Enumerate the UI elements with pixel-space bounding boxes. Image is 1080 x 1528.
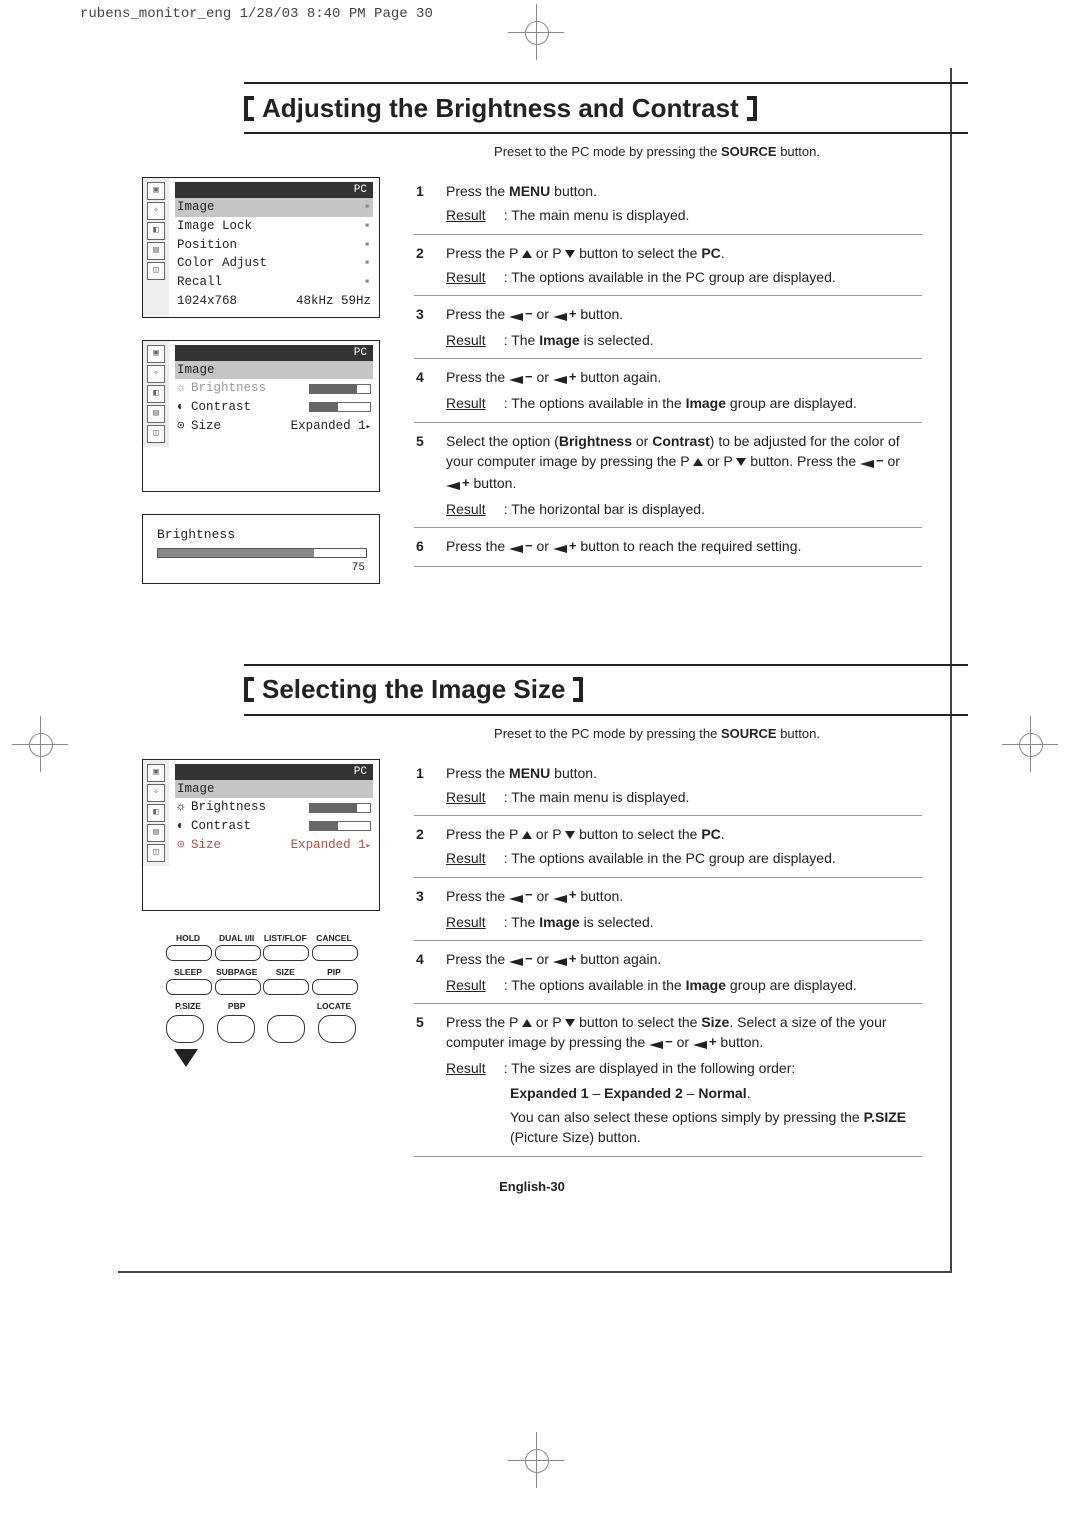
osd-icon: ◧	[147, 385, 165, 403]
section2-preset-note: Preset to the PC mode by pressing the SO…	[392, 726, 922, 741]
remote-label: P.SIZE	[166, 1001, 210, 1011]
remote-label: PIP	[312, 967, 356, 977]
osd-image-row: ◐Contrast	[175, 398, 373, 417]
osd-topbar: PC	[175, 764, 373, 780]
osd-image-row: ◐Contrast	[175, 817, 373, 836]
crop-mark-right	[1002, 716, 1058, 772]
remote-label	[312, 979, 356, 999]
osd-image-menu: ▣ ✧ ◧ ▤ ◫ PC Image ☼Brightness◐Contrast⊙…	[142, 340, 380, 492]
section1-steps: 1Press the MENU button.Result: The main …	[414, 177, 922, 567]
crop-mark-bottom	[508, 1432, 564, 1488]
osd-pc-menu: ▣ ✧ ◧ ▤ ◫ PC Image▪Image Lock▪Position▪C…	[142, 177, 380, 318]
osd-image-row: ☼Brightness	[175, 379, 373, 398]
remote-label	[263, 979, 307, 999]
remote-big-button	[267, 1015, 305, 1043]
remote-big-button	[166, 1015, 204, 1043]
osd-menu-row: Image▪	[175, 198, 373, 217]
remote-label	[263, 945, 307, 965]
osd-icon: ◫	[147, 844, 165, 862]
remote-label: SLEEP	[166, 967, 210, 977]
remote-label: SUBPAGE	[215, 967, 259, 977]
instruction-step: 2Press the P or P button to select the P…	[414, 235, 922, 297]
section1-preset-note: Preset to the PC mode by pressing the SO…	[392, 144, 922, 159]
instruction-step: 6Press the − or + button to reach the re…	[414, 528, 922, 567]
instruction-step: 3Press the − or + button.Result: The Ima…	[414, 296, 922, 359]
osd-icon: ◧	[147, 804, 165, 822]
remote-label: PBP	[215, 1001, 259, 1011]
osd-header-row: Image	[175, 780, 373, 799]
remote-big-button	[318, 1015, 356, 1043]
remote-label: LIST/FLOF	[263, 933, 307, 943]
instruction-step: 1Press the MENU button.Result: The main …	[414, 759, 922, 817]
crop-mark-left	[12, 716, 68, 772]
crop-mark-top	[508, 4, 564, 60]
osd-icon: ▤	[147, 824, 165, 842]
osd-topbar: PC	[175, 182, 373, 198]
osd-icon: ◫	[147, 425, 165, 443]
section2-title: Selecting the Image Size	[244, 664, 968, 716]
remote-label	[263, 1001, 307, 1011]
instruction-step: 3Press the − or + button.Result: The Ima…	[414, 878, 922, 941]
remote-callout-arrow	[174, 1049, 198, 1067]
osd-icon: ▤	[147, 405, 165, 423]
instruction-step: 5Select the option (Brightness or Contra…	[414, 423, 922, 528]
instruction-step: 4Press the − or + button again.Result: T…	[414, 941, 922, 1004]
osd-brightness-title: Brightness	[157, 525, 365, 545]
remote-label: HOLD	[166, 933, 210, 943]
osd-menu-row: Position▪	[175, 236, 373, 255]
remote-label: LOCATE	[312, 1001, 356, 1011]
osd-header-row: Image	[175, 361, 373, 380]
remote-illustration: HOLD DUAL I/II LIST/FLOF CANCEL SLEEP SUBPAG…	[142, 933, 380, 1067]
page-number: English-30	[142, 1179, 922, 1194]
osd-icon: ◫	[147, 262, 165, 280]
osd-menu-row: Image Lock▪	[175, 217, 373, 236]
osd-image-row: ⊙SizeExpanded 1▸	[175, 417, 373, 436]
remote-label: SIZE	[263, 967, 307, 977]
instruction-step: 5Press the P or P button to select the S…	[414, 1004, 922, 1156]
osd-icon: ▤	[147, 242, 165, 260]
osd-brightness-value: 75	[157, 560, 365, 577]
osd-brightness-bar: Brightness 75	[142, 514, 380, 584]
page: Adjusting the Brightness and Contrast Pr…	[118, 82, 950, 1234]
section2-steps: 1Press the MENU button.Result: The main …	[414, 759, 922, 1157]
instruction-step: 4Press the − or + button again.Result: T…	[414, 359, 922, 422]
remote-label: DUAL I/II	[215, 933, 259, 943]
remote-label	[215, 979, 259, 999]
osd-menu-row: Color Adjust▪	[175, 254, 373, 273]
remote-label	[166, 945, 210, 965]
osd-icon: ✧	[147, 784, 165, 802]
osd-image-row: ⊙SizeExpanded 1▸	[175, 836, 373, 855]
osd-menu-row: 1024x76848kHz 59Hz	[175, 292, 373, 311]
osd-topbar: PC	[175, 345, 373, 361]
remote-label	[166, 979, 210, 999]
osd-icon: ▣	[147, 764, 165, 782]
osd-menu-row: Recall▪	[175, 273, 373, 292]
remote-label	[215, 945, 259, 965]
remote-label	[312, 945, 356, 965]
osd-icon: ▣	[147, 182, 165, 200]
remote-big-button	[217, 1015, 255, 1043]
osd-image-menu-2: ▣ ✧ ◧ ▤ ◫ PC Image ☼Brightness◐Contrast⊙…	[142, 759, 380, 911]
osd-icon: ◧	[147, 222, 165, 240]
section2-title-text: Selecting the Image Size	[262, 674, 565, 704]
remote-label: CANCEL	[312, 933, 356, 943]
section1-title-text: Adjusting the Brightness and Contrast	[262, 93, 739, 123]
osd-icon: ▣	[147, 345, 165, 363]
osd-icon: ✧	[147, 365, 165, 383]
osd-image-row: ☼Brightness	[175, 798, 373, 817]
section1-title: Adjusting the Brightness and Contrast	[244, 82, 968, 134]
osd-icon: ✧	[147, 202, 165, 220]
instruction-step: 2Press the P or P button to select the P…	[414, 816, 922, 878]
instruction-step: 1Press the MENU button.Result: The main …	[414, 177, 922, 235]
